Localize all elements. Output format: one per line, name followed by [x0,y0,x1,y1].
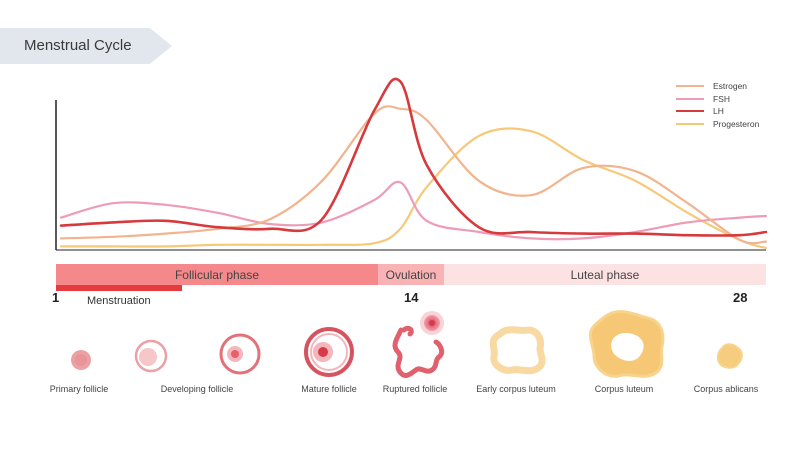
primary-follicle-icon [71,350,91,370]
day-1-label: 1 [52,290,60,305]
legend-item-estrogen: Estrogen [676,80,759,93]
follicle-label-mature: Mature follicle [301,384,357,394]
legend-swatch-estrogen [676,85,704,88]
legend-item-lh: LH [676,105,759,118]
legend-label-progesteron: Progesteron [713,118,760,129]
ruptured-follicle-icon [392,311,445,378]
menstruation-label: Menstruation [87,295,151,307]
corpus-luteum-icon [588,310,665,378]
legend-swatch-progesteron [676,122,704,125]
developing-follicle-2-icon [219,333,261,375]
day-28-label: 28 [733,290,748,305]
follicle-label-corpus-ablicans: Corpus ablicans [693,384,759,394]
legend-swatch-lh [676,110,704,113]
series-line-fsh [59,180,768,241]
legend-label-lh: LH [713,106,724,117]
legend-label-fsh: FSH [713,93,730,104]
title-banner [0,28,172,64]
legend-label-estrogen: Estrogen [713,81,748,92]
follicular-phase-bar: Follicular phase [56,264,378,285]
menstruation-bar [56,285,182,291]
hormone-chart [55,77,768,251]
follicle-label-primary: Primary follicle [49,384,109,394]
series-layer [59,77,768,250]
follicle-stages [71,310,743,378]
developing-follicle-icon [134,339,168,373]
corpus-albicans-icon [716,343,743,369]
page-title: Menstrual Cycle [24,37,132,54]
follicle-label-ruptured: Ruptured follicle [382,384,448,394]
follicle-label-developing: Developing follicle [160,384,234,394]
legend: Estrogen FSH LH Progesteron [676,80,759,130]
early-corpus-luteum-icon [489,326,546,375]
follicle-label-corpus-luteum: Corpus luteum [594,384,654,394]
legend-item-progesteron: Progesteron [676,118,759,131]
series-line-progesteron [59,127,768,250]
follicle-label-early-corpus-luteum: Early corpus luteum [476,384,556,394]
mature-follicle-icon [304,327,354,377]
series-line-lh [59,77,768,237]
ovulation-phase-bar: Ovulation [378,264,444,285]
day-14-label: 14 [404,290,419,305]
series-line-estrogen [59,105,768,245]
luteal-phase-bar: Luteal phase [444,264,766,285]
legend-item-fsh: FSH [676,93,759,106]
legend-swatch-fsh [676,97,704,100]
